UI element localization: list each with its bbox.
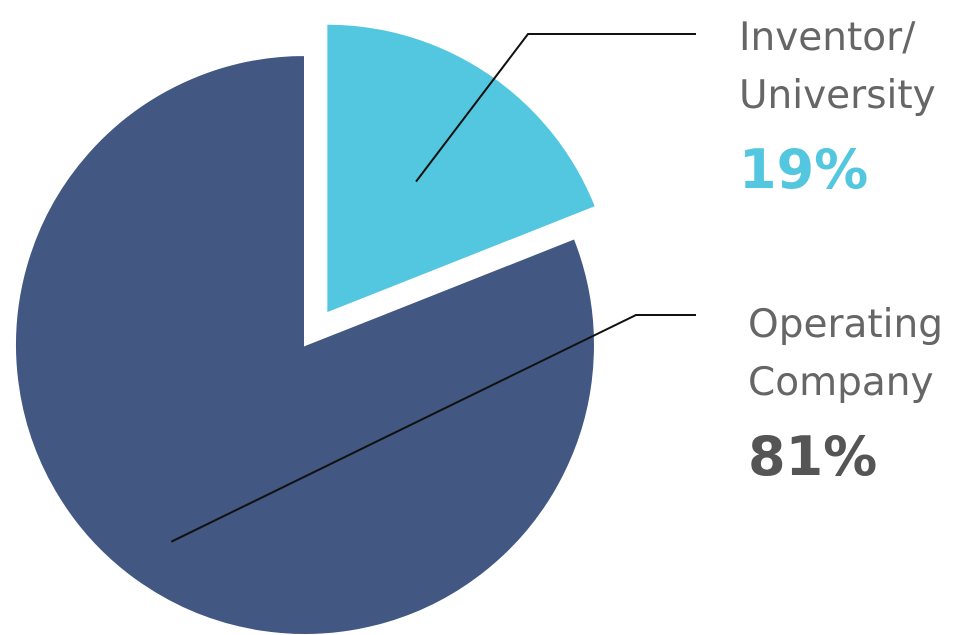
slice-label-inventor-line-1: Inventor/	[739, 15, 916, 60]
pie-slice-0	[325, 22, 598, 316]
leader-line-0	[415, 33, 696, 183]
slice-value-label-inventor: 19%	[739, 138, 868, 201]
slice-value-label-operating: 81%	[748, 425, 877, 488]
pie-slice-1	[14, 53, 596, 635]
leader-lines	[170, 33, 696, 543]
slice-label-operating-line-2: Company	[748, 360, 934, 405]
slice-label-inventor-line-2: University	[739, 73, 936, 118]
slice-label-operating-company: Operating Company 81%	[748, 302, 943, 488]
leader-line-1	[170, 314, 696, 543]
pie-slices	[14, 22, 598, 635]
slice-label-operating-line-1: Operating	[748, 302, 943, 347]
slice-label-inventor-university: Inventor/ University 19%	[739, 15, 936, 201]
